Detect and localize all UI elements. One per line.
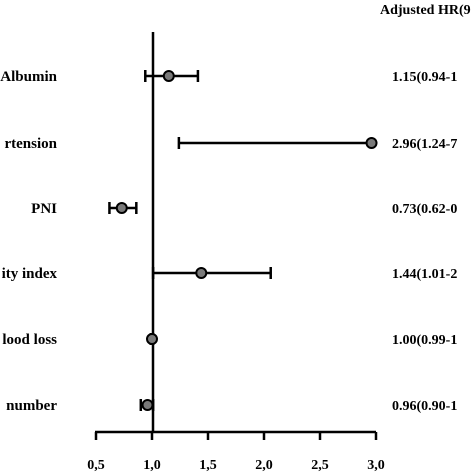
row-label: rtension	[5, 136, 58, 152]
hr-value-label: 0.73(0.62-0	[392, 202, 457, 217]
hr-point	[115, 202, 128, 214]
hr-value-label: 1.15(0.94-1	[392, 70, 457, 85]
hr-value-label: 1.00(0.99-1	[392, 333, 457, 348]
x-tick-label: 1,0	[143, 458, 161, 473]
hr-point	[365, 137, 378, 149]
hr-value-label: 2.96(1.24-7	[392, 137, 457, 152]
row-label: lood loss	[2, 332, 57, 348]
x-tick-label: 3,0	[367, 458, 385, 473]
forest-row: number 0.96(0.90-1	[6, 398, 457, 414]
x-tick-label: 2,5	[311, 458, 329, 473]
x-tick-label: 1,5	[199, 458, 217, 473]
x-axis-ticks: 0,5 1,0 1,5 2,0 2,5 3,0	[87, 432, 385, 473]
hr-point	[162, 70, 175, 82]
hr-value-label: 0.96(0.90-1	[392, 399, 457, 414]
hr-point	[195, 267, 208, 279]
forest-row: PNI 0.73(0.62-0	[31, 201, 457, 217]
hr-point	[141, 399, 154, 411]
hr-value-label: 1.44(1.01-2	[392, 267, 457, 282]
row-label: ity index	[2, 266, 58, 282]
row-label: Albumin	[0, 69, 57, 85]
forest-row: ity index 1.44(1.01-2	[2, 266, 458, 282]
row-label: PNI	[31, 201, 57, 217]
row-label: number	[6, 398, 57, 414]
x-tick-label: 2,0	[255, 458, 273, 473]
hr-column-header: Adjusted HR(9	[380, 3, 471, 18]
rows-layer: Albumin 1.15(0.94-1 rtension 2.96(1.24-7 PNI…	[0, 69, 457, 414]
x-tick-label: 0,5	[87, 458, 105, 473]
forest-row: Albumin 1.15(0.94-1	[0, 69, 457, 85]
hr-point	[146, 333, 158, 345]
forest-row: rtension 2.96(1.24-7	[5, 136, 458, 152]
forest-row: lood loss 1.00(0.99-1	[2, 332, 457, 348]
